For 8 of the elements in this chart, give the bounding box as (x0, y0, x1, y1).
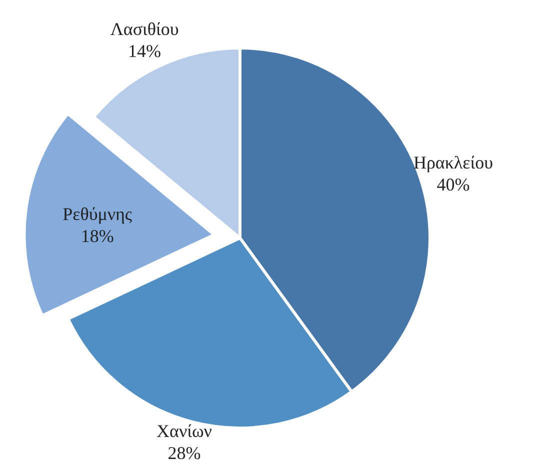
slice-label: Χανίων (156, 421, 212, 441)
data-label: 28% (168, 443, 201, 463)
data-label: 14% (128, 41, 162, 62)
data-label: 40% (436, 174, 470, 195)
slice-label: Ηρακλείου (413, 152, 494, 173)
data-label: 18% (80, 226, 114, 246)
slice-label: Λασιθίου (110, 19, 179, 40)
slice-label: Ρεθύμνης (62, 204, 132, 224)
